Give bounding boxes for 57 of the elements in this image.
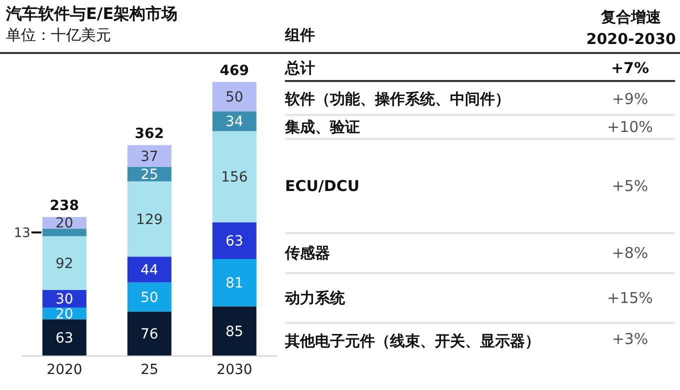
bar (42, 319, 86, 356)
series-label: 动力系统 (285, 288, 346, 309)
bar (212, 222, 256, 260)
data-label: 37 (140, 148, 158, 165)
bar (42, 228, 86, 236)
text: +15% (606, 288, 654, 307)
data-label: 30 (55, 292, 74, 308)
chart-subtitle: 单位：十亿美元 (6, 26, 111, 45)
total-label: 362 (134, 126, 164, 142)
data-label: 63 (225, 234, 244, 250)
series-label: 传感器 (285, 242, 331, 264)
bar (127, 312, 172, 356)
text: +3% (610, 330, 650, 348)
series-label: 软件（功能、操作系统、中间件） (285, 88, 511, 110)
bar (127, 282, 172, 312)
series-label: 集成、验证 (285, 116, 361, 138)
data-label: 92 (55, 256, 74, 272)
text: +7% (610, 59, 650, 77)
bar (127, 166, 172, 182)
text: 组件 (285, 26, 315, 45)
text: +8% (610, 244, 650, 262)
data-label: 20 (55, 216, 74, 232)
bar (127, 145, 172, 167)
x-tick-label: 2020 (46, 362, 82, 378)
bar (212, 306, 256, 356)
data-label: 63 (55, 330, 74, 346)
data-label: 20 (55, 306, 74, 322)
x-tick-label: 25 (140, 362, 158, 378)
data-label: 13 (14, 226, 30, 241)
bar (212, 131, 256, 222)
bar (127, 181, 172, 257)
data-label: 156 (221, 170, 248, 186)
data-label: 25 (140, 166, 158, 183)
data-label: 76 (140, 326, 158, 343)
total-label: 469 (220, 63, 250, 79)
bar (127, 256, 172, 282)
text: 总计 (285, 58, 316, 78)
data-label: 81 (225, 276, 244, 292)
data-label: 85 (225, 324, 244, 340)
data-label: 44 (140, 262, 158, 278)
total-label: 238 (50, 198, 80, 214)
bar (212, 111, 256, 132)
bar (42, 236, 86, 290)
series-label: ECU/DCU (285, 176, 361, 197)
data-label: 50 (225, 90, 244, 106)
data-label: 129 (136, 212, 163, 228)
bar (212, 259, 256, 306)
text: +10% (606, 118, 654, 136)
series-label: 其他电子元件（线束、开关、显示器） (285, 330, 541, 352)
text: 复合增速 2020-2030 (586, 7, 676, 50)
data-label: 34 (225, 114, 244, 130)
chart-title: 汽车软件与E/E架构市场 (6, 4, 178, 25)
x-tick-label: 2030 (216, 362, 252, 378)
bar (212, 82, 256, 112)
text: +5% (610, 176, 650, 195)
text: +9% (610, 90, 650, 108)
data-label: 50 (140, 290, 158, 306)
